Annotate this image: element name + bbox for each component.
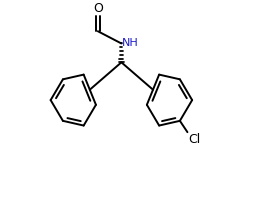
Text: NH: NH (122, 38, 139, 48)
Text: O: O (93, 2, 103, 15)
Text: Cl: Cl (188, 133, 201, 146)
